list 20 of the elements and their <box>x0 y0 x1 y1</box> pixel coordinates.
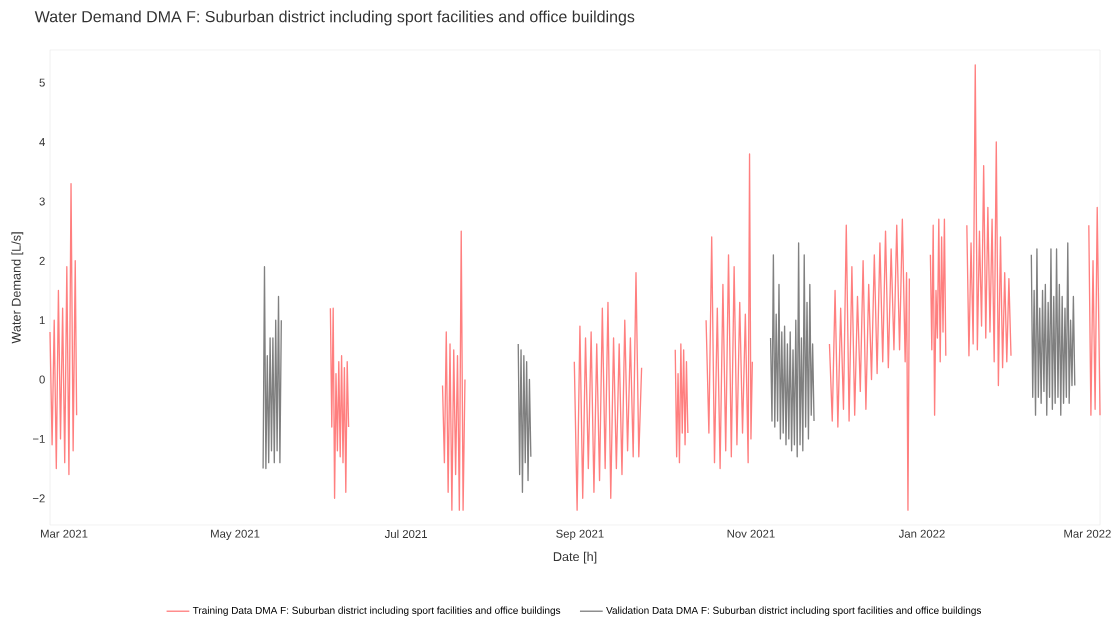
legend-label: Training Data DMA F: Suburban district including sport facilities and office buildings <box>192 606 561 616</box>
chart-title: Water Demand DMA F: Suburban district including sport facilities and office buildings <box>34 10 635 26</box>
legend-label: Validation Data DMA F: Suburban district including sport facilities and office buildings <box>606 606 982 616</box>
x-tick-label: Mar 2022 <box>1064 529 1111 538</box>
y-tick-label: 4 <box>39 138 45 146</box>
x-tick-label: Nov 2021 <box>727 529 775 538</box>
y-tick-label: −1 <box>32 435 45 443</box>
y-tick-label: 2 <box>39 256 45 265</box>
x-tick-label: Mar 2021 <box>41 529 88 538</box>
y-axis-title: Water Demand [L/s] <box>11 232 24 344</box>
y-tick-label: 3 <box>39 197 45 206</box>
x-tick-label: May 2021 <box>211 529 260 540</box>
x-axis-title: Date [h] <box>553 551 597 564</box>
x-tick-label: Sep 2021 <box>556 529 604 540</box>
y-tick-label: 5 <box>39 78 45 87</box>
y-tick-label: −2 <box>32 494 45 503</box>
x-tick-label: Jul 2021 <box>384 529 427 539</box>
y-tick-label: 1 <box>39 316 45 325</box>
x-tick-label: Jan 2022 <box>898 529 945 538</box>
y-tick-label: 0 <box>39 375 45 384</box>
